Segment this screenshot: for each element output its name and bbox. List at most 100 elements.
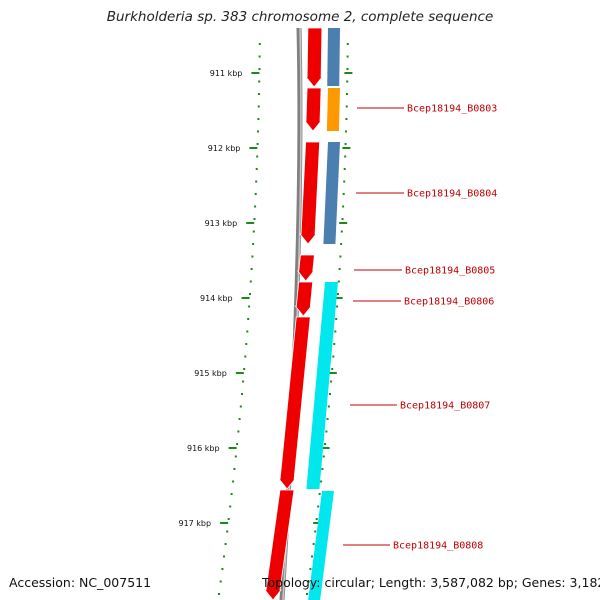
cds-arrow — [264, 489, 295, 600]
major-tick-left — [228, 447, 237, 449]
accession-text: Accession: NC_007511 — [9, 575, 152, 590]
minor-tick-right — [337, 280, 340, 283]
stats-text: Topology: circular; Length: 3,587,082 bp… — [262, 575, 600, 590]
gene-track — [306, 28, 340, 600]
minor-tick-right — [307, 580, 310, 583]
minor-tick-left — [258, 80, 261, 83]
minor-tick-right — [321, 468, 324, 470]
minor-tick-right — [346, 55, 349, 58]
minor-tick-right — [345, 130, 347, 133]
minor-tick-right — [338, 268, 341, 270]
major-tick-right — [344, 72, 353, 74]
minor-tick-left — [257, 118, 260, 120]
minor-tick-left — [234, 455, 237, 458]
minor-tick-right — [332, 355, 335, 358]
minor-tick-left — [251, 255, 254, 258]
minor-tick-left — [241, 393, 243, 395]
minor-tick-right — [325, 430, 328, 433]
minor-tick-left — [236, 443, 239, 445]
gene-labels: Bcep18194_B0803 Bcep18194_B0804 Bcep18194_… — [343, 104, 497, 552]
minor-tick-left — [258, 68, 261, 70]
minor-tick-left — [250, 268, 253, 270]
scale-ticks: 911 kbp 912 kbp 913 kbp 914 kbp 915 kbp 916 k… — [178, 43, 353, 595]
gene-block-b0804 — [323, 142, 340, 244]
minor-tick-right — [341, 218, 344, 220]
minor-tick-right — [346, 80, 349, 83]
kbp-label: 915 kbp — [194, 369, 227, 378]
minor-tick-left — [226, 530, 229, 533]
minor-tick-right — [346, 93, 348, 95]
minor-tick-left — [221, 568, 224, 570]
minor-tick-right — [318, 493, 321, 495]
gene-label: Bcep18194_B0803 — [407, 104, 497, 115]
major-tick-left — [249, 147, 258, 149]
minor-tick-left — [244, 355, 247, 358]
minor-tick-left — [229, 505, 232, 508]
cds-arrow — [305, 27, 323, 88]
minor-tick-left — [249, 293, 251, 295]
major-tick-right — [339, 222, 348, 224]
minor-tick-right — [317, 505, 320, 508]
minor-tick-right — [330, 380, 333, 383]
kbp-label: 913 kbp — [205, 219, 238, 228]
minor-tick-left — [256, 155, 259, 158]
gene-label: Bcep18194_B0808 — [393, 541, 483, 552]
minor-tick-right — [343, 168, 346, 170]
cds-arrow — [278, 316, 311, 490]
minor-tick-left — [252, 230, 255, 233]
minor-tick-right — [320, 480, 323, 483]
kbp-label: 914 kbp — [200, 294, 233, 303]
minor-tick-left — [242, 380, 245, 383]
major-tick-left — [251, 72, 260, 74]
minor-tick-right — [322, 455, 325, 458]
minor-tick-left — [238, 418, 241, 420]
minor-tick-right — [342, 193, 345, 195]
minor-tick-right — [315, 518, 318, 520]
major-tick-left — [241, 297, 250, 299]
major-tick-right — [334, 297, 343, 299]
minor-tick-right — [336, 305, 339, 308]
minor-tick-left — [230, 493, 233, 495]
cds-track — [264, 27, 323, 600]
minor-tick-right — [335, 318, 338, 320]
minor-tick-left — [245, 343, 248, 345]
minor-tick-left — [232, 480, 235, 483]
minor-tick-left — [239, 405, 242, 408]
minor-tick-right — [331, 368, 334, 370]
minor-tick-left — [255, 180, 258, 183]
minor-tick-right — [345, 118, 348, 120]
gene-label: Bcep18194_B0805 — [405, 266, 495, 277]
minor-tick-right — [339, 255, 342, 258]
major-tick-left — [246, 222, 255, 224]
minor-tick-right — [343, 180, 346, 183]
minor-tick-left — [256, 143, 259, 145]
minor-tick-right — [326, 418, 329, 420]
minor-tick-left — [258, 93, 260, 95]
major-tick-left — [220, 522, 229, 524]
minor-tick-left — [237, 430, 240, 433]
minor-tick-left — [257, 130, 259, 133]
minor-tick-left — [248, 305, 251, 308]
gene-block-b0808 — [308, 491, 334, 600]
kbp-label: 916 kbp — [187, 444, 220, 453]
minor-tick-right — [329, 393, 331, 395]
minor-tick-right — [344, 143, 347, 145]
minor-tick-left — [223, 555, 225, 558]
minor-tick-left — [246, 330, 249, 333]
minor-tick-left — [218, 593, 220, 595]
cds-arrow — [304, 87, 322, 132]
major-tick-right — [328, 372, 337, 374]
minor-tick-left — [247, 318, 250, 320]
map-title: Burkholderia sp. 383 chromosome 2, compl… — [106, 9, 494, 25]
kbp-label: 917 kbp — [178, 519, 211, 528]
minor-tick-right — [306, 593, 308, 595]
minor-tick-left — [258, 55, 261, 58]
minor-tick-right — [337, 293, 339, 295]
kbp-label: 911 kbp — [210, 69, 243, 78]
minor-tick-left — [243, 368, 246, 370]
gene-block-b0803 — [326, 88, 340, 131]
cds-arrow — [299, 141, 321, 245]
minor-tick-left — [255, 168, 258, 170]
cds-arrow — [296, 254, 315, 282]
